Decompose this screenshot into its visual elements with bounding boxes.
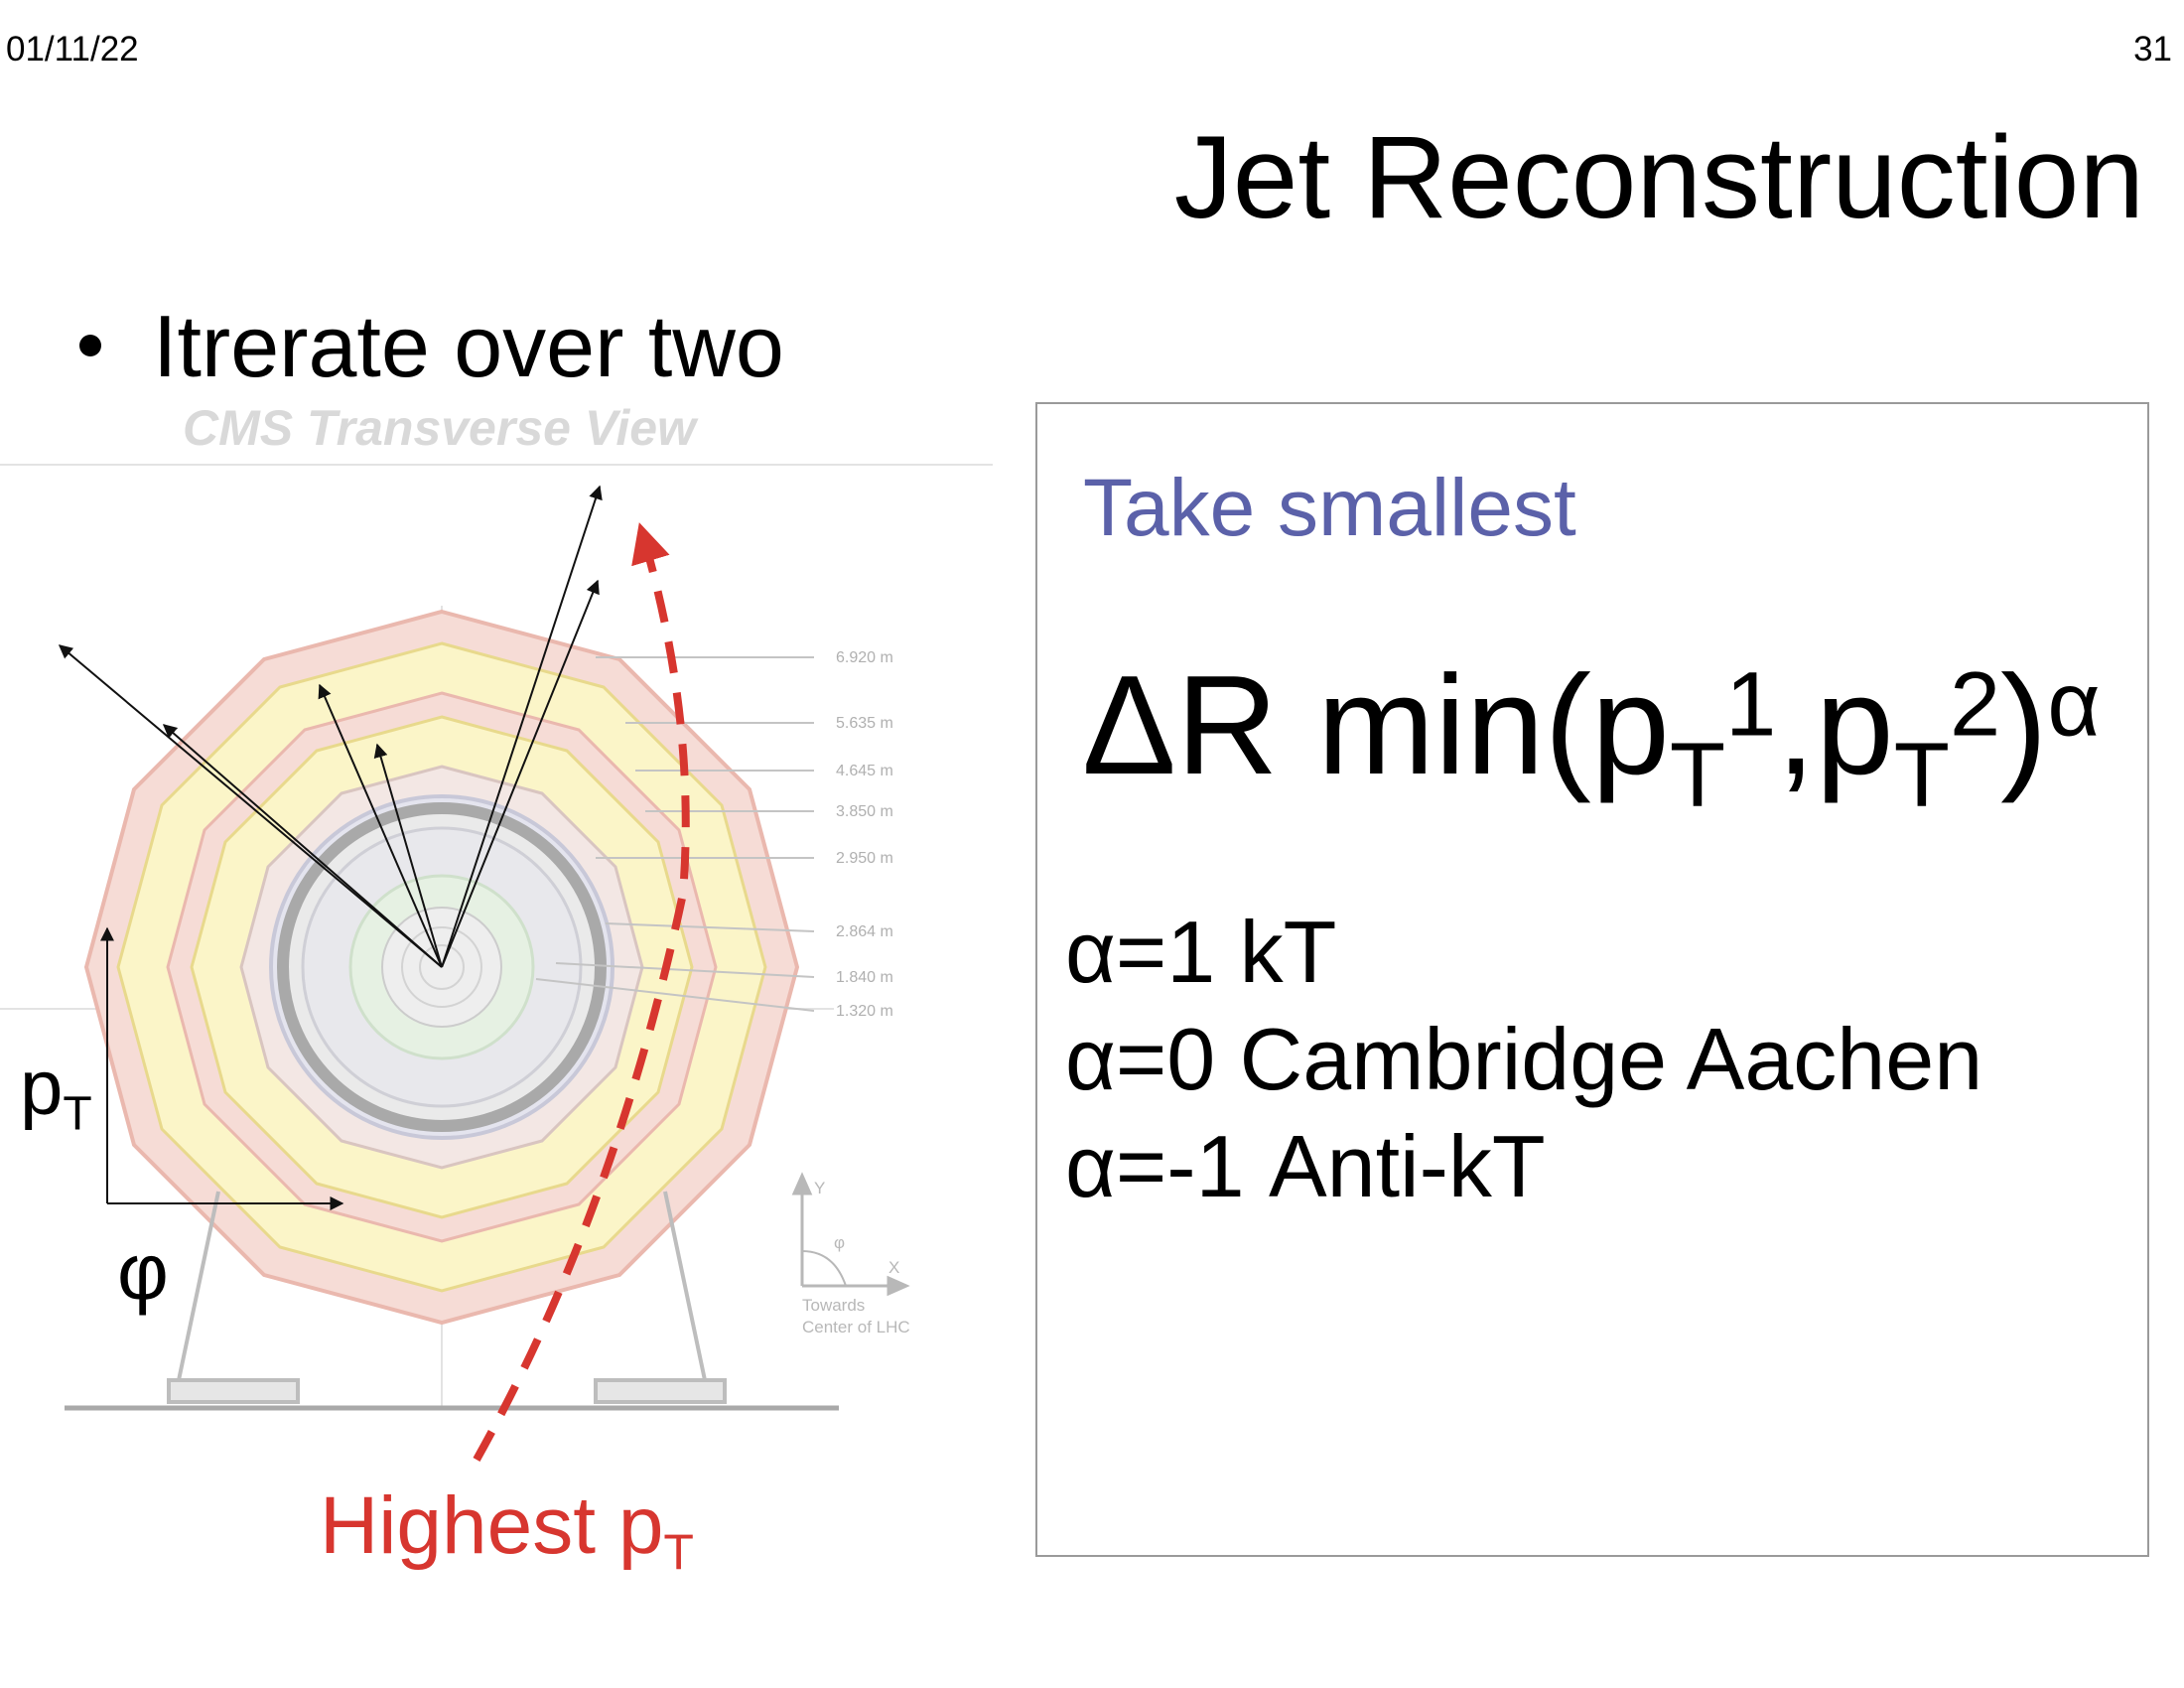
highest-pt-label: Highest pT <box>320 1479 694 1581</box>
axis-phi-label: φ <box>834 1233 845 1252</box>
towards-label: Towards <box>802 1296 865 1315</box>
phi-axis-label: φ <box>117 1226 169 1318</box>
box-heading: Take smallest <box>1083 462 1576 555</box>
slide-page-number: 31 <box>2133 30 2172 70</box>
radius-label: 5.635 m <box>836 715 893 732</box>
distance-formula: ΔR min(pT1,pT2)α <box>1082 655 2101 821</box>
towards-label: Center of LHC <box>802 1318 910 1336</box>
pt-axis-label: pT <box>20 1043 92 1141</box>
alpha-line-kt: α=1 kT <box>1065 899 1982 1006</box>
bullet-dot-icon <box>79 335 101 356</box>
radius-label: 2.950 m <box>836 850 893 867</box>
alpha-list: α=1 kT α=0 Cambridge Aachen α=-1 Anti-kT <box>1065 899 1982 1220</box>
alpha-line-cambridge: α=0 Cambridge Aachen <box>1065 1006 1982 1113</box>
radius-label: 6.920 m <box>836 649 893 666</box>
alpha-line-antikt: α=-1 Anti-kT <box>1065 1113 1982 1220</box>
axis-x-label: X <box>888 1258 899 1277</box>
axis-y-label: Y <box>814 1179 825 1197</box>
cms-transverse-diagram: 6.920 m 5.635 m 4.645 m 3.850 m 2.950 m … <box>0 457 993 1479</box>
diagram-title: CMS Transverse View <box>183 399 696 457</box>
bullet-text: Itrerate over two <box>153 297 784 395</box>
radius-label: 3.850 m <box>836 803 893 820</box>
radius-label: 1.320 m <box>836 1003 893 1020</box>
radius-label: 1.840 m <box>836 969 893 986</box>
radius-label: 4.645 m <box>836 763 893 779</box>
slide-title: Jet Reconstruction <box>1174 119 2144 236</box>
radius-label: 2.864 m <box>836 923 893 940</box>
slide-date: 01/11/22 <box>6 30 139 70</box>
radius-labels: 6.920 m 5.635 m 4.645 m 3.850 m 2.950 m … <box>836 649 893 1020</box>
bullet-item: Itrerate over two <box>79 296 784 397</box>
